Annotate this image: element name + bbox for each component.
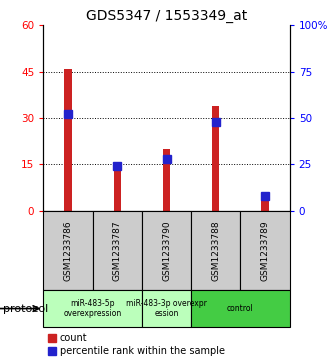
- Bar: [191, 211, 240, 290]
- Title: GDS5347 / 1553349_at: GDS5347 / 1553349_at: [86, 9, 247, 23]
- Text: GSM1233787: GSM1233787: [113, 220, 122, 281]
- Text: GSM1233786: GSM1233786: [63, 220, 73, 281]
- Bar: [240, 211, 290, 290]
- Bar: [261, 198, 269, 211]
- Bar: [43, 211, 93, 290]
- Text: protocol: protocol: [3, 303, 49, 314]
- Bar: [142, 290, 191, 327]
- Bar: [163, 149, 170, 211]
- Text: miR-483-5p
overexpression: miR-483-5p overexpression: [64, 299, 122, 318]
- Bar: [93, 211, 142, 290]
- Bar: [191, 290, 290, 327]
- Legend: count, percentile rank within the sample: count, percentile rank within the sample: [48, 333, 225, 356]
- Text: GSM1233788: GSM1233788: [211, 220, 220, 281]
- Text: control: control: [227, 304, 254, 313]
- Bar: [142, 211, 191, 290]
- Bar: [43, 290, 142, 327]
- Bar: [212, 106, 219, 211]
- Bar: [64, 69, 72, 211]
- Text: GSM1233790: GSM1233790: [162, 220, 171, 281]
- Bar: [114, 170, 121, 211]
- Text: GSM1233789: GSM1233789: [260, 220, 270, 281]
- Text: miR-483-3p overexpr
ession: miR-483-3p overexpr ession: [126, 299, 207, 318]
